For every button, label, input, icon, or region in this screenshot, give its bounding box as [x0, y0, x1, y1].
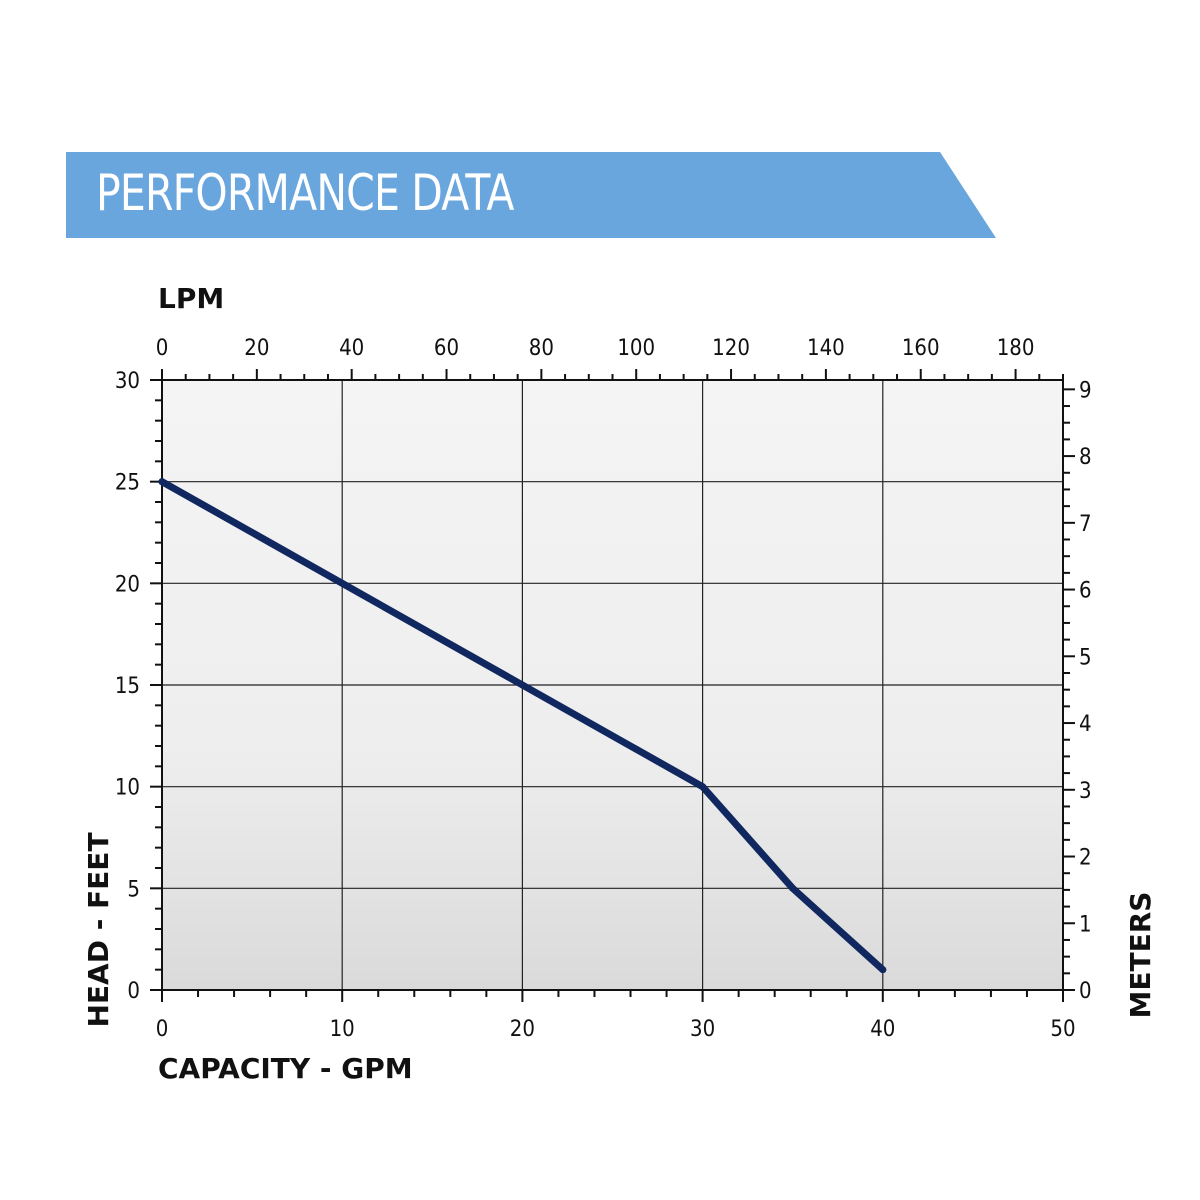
y-tick-label: 30: [115, 369, 140, 394]
y2-tick-label: 3: [1079, 779, 1092, 804]
y-tick-label: 10: [115, 776, 140, 801]
x2-tick-label: 140: [807, 336, 845, 361]
grid-lines: [162, 380, 1063, 990]
y2-tick-label: 0: [1079, 979, 1092, 1004]
y-tick-label: 25: [115, 471, 140, 496]
data-point: [789, 884, 797, 892]
x2-tick-label: 0: [156, 336, 169, 361]
x-tick-label: 10: [330, 1017, 355, 1042]
y2-tick-label: 4: [1079, 712, 1092, 737]
y2-tick-label: 2: [1079, 846, 1092, 871]
x-tick-label: 30: [690, 1017, 715, 1042]
y-tick-label: 5: [127, 877, 140, 902]
x2-tick-label: 100: [617, 336, 655, 361]
x2-tick-label: 40: [339, 336, 364, 361]
y2-tick-label: 6: [1079, 579, 1092, 604]
y-tick-label: 20: [115, 572, 140, 597]
y-tick-label: 15: [115, 674, 140, 699]
series-line-0: [158, 478, 887, 974]
y2-tick-label: 5: [1079, 645, 1092, 670]
y2-axis-label: METERS: [1124, 892, 1157, 1019]
tick-marks: [150, 369, 1075, 1002]
y2-tick-label: 7: [1079, 512, 1092, 537]
y2-tick-label: 8: [1079, 445, 1092, 470]
x2-tick-label: 180: [997, 336, 1035, 361]
x-tick-label: 40: [870, 1017, 895, 1042]
y2-tick-label: 9: [1079, 378, 1092, 403]
y-axis-label: HEAD - FEET: [82, 832, 115, 1027]
x2-axis-label: LPM: [158, 282, 224, 315]
x-tick-label: 0: [156, 1017, 169, 1042]
series-group: [158, 478, 887, 974]
x2-tick-label: 60: [434, 336, 459, 361]
x-tick-label: 20: [510, 1017, 535, 1042]
x-axis-label: CAPACITY - GPM: [158, 1052, 413, 1085]
x2-tick-label: 160: [902, 336, 940, 361]
x2-tick-label: 80: [529, 336, 554, 361]
data-point: [518, 681, 526, 689]
y-tick-label: 0: [127, 979, 140, 1004]
data-point: [699, 783, 707, 791]
title-banner: [66, 152, 996, 238]
data-point: [879, 966, 887, 974]
x2-tick-label: 20: [244, 336, 269, 361]
page-title: PERFORMANCE DATA: [96, 164, 514, 222]
banner-shape: [66, 152, 996, 238]
y2-tick-label: 1: [1079, 912, 1092, 937]
data-point: [338, 579, 346, 587]
x-tick-label: 50: [1050, 1017, 1075, 1042]
x2-tick-label: 120: [712, 336, 750, 361]
data-point: [158, 478, 166, 486]
